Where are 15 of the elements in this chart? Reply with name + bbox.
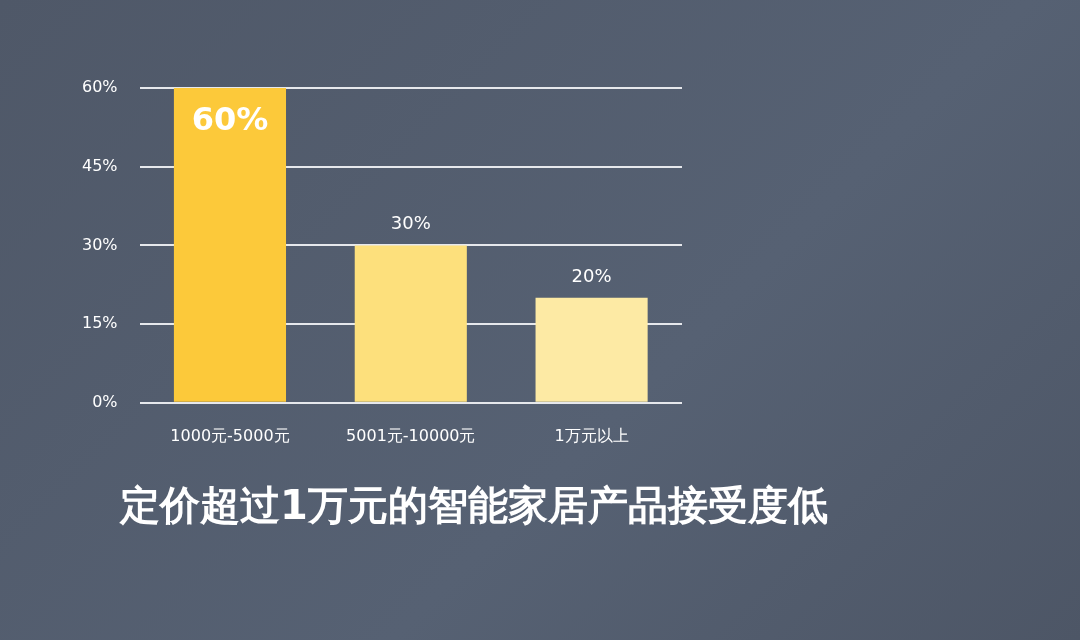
data-label: 60% <box>191 100 269 139</box>
y-tick-label: 0% <box>92 391 118 411</box>
y-tick-label: 45% <box>82 155 118 175</box>
bar <box>535 297 648 402</box>
y-tick-label: 30% <box>82 234 118 254</box>
x-tick-label: 1000元-5000元 <box>170 425 290 445</box>
bar <box>173 88 287 402</box>
x-tick-label: 1万元以上 <box>554 425 629 445</box>
data-label: 30% <box>390 212 431 234</box>
data-label: 20% <box>571 264 612 286</box>
text: 定价超过1万元的智能家居产品接受度低 <box>120 481 829 530</box>
y-tick-label: 15% <box>82 313 118 333</box>
bar <box>354 245 467 402</box>
y-tick-label: 60% <box>82 77 118 97</box>
x-tick-label: 5001元-10000元 <box>346 425 476 445</box>
